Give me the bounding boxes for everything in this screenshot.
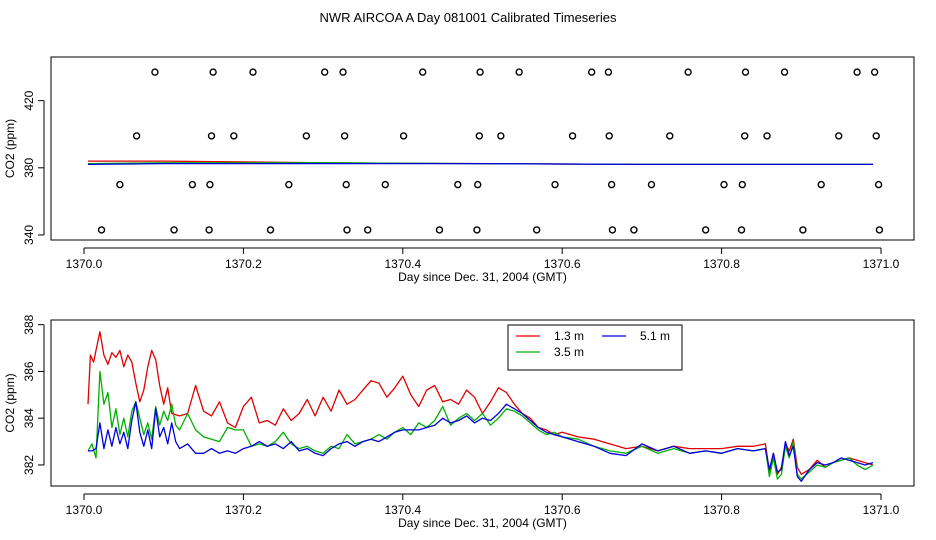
data-point — [381, 180, 389, 189]
data-point — [666, 132, 674, 140]
data-point — [170, 226, 178, 234]
y-tick-label: 386 — [22, 361, 36, 381]
x-tick-label: 1370.6 — [544, 257, 581, 271]
data-point — [266, 226, 275, 234]
data-point — [551, 180, 559, 189]
x-tick-label: 1370.2 — [225, 503, 262, 517]
data-point — [568, 132, 577, 140]
data-point — [741, 68, 750, 76]
x-tick-label: 1370.8 — [703, 503, 740, 517]
legend-label: 5.1 m — [640, 329, 670, 343]
data-point — [151, 68, 159, 76]
top-panel: 1370.0 1370.2 1370.4 1370.6 1370.8 1371.0 Day … — [3, 56, 915, 284]
data-point — [720, 180, 728, 189]
data-point — [230, 132, 238, 140]
legend-label: 3.5 m — [554, 345, 584, 359]
x-tick-label: 1370.6 — [544, 503, 581, 517]
data-point — [343, 226, 351, 234]
data-point — [97, 226, 106, 234]
y-tick-label: 388 — [22, 314, 36, 334]
y-tick-label: 382 — [22, 455, 36, 475]
data-point — [188, 180, 197, 189]
data-point — [419, 68, 427, 76]
series-line — [88, 401, 874, 482]
y-tick-label: 380 — [22, 157, 36, 177]
data-point — [608, 226, 617, 234]
data-point — [763, 132, 771, 140]
data-point — [497, 132, 505, 140]
data-point — [630, 226, 638, 234]
data-point — [835, 132, 843, 140]
data-point — [738, 180, 747, 189]
data-point — [209, 68, 217, 76]
data-point — [799, 226, 807, 234]
y-tick-label: 384 — [22, 408, 36, 428]
data-point — [206, 180, 214, 189]
data-point — [874, 180, 883, 189]
data-point — [587, 68, 596, 76]
data-point — [249, 68, 257, 76]
data-point — [364, 226, 372, 234]
data-point — [741, 132, 749, 140]
series-line — [87, 370, 874, 480]
data-point — [476, 68, 484, 76]
x-tick-label: 1370.4 — [384, 257, 421, 271]
data-point — [604, 68, 613, 76]
legend: 1.3 m 3.5 m 5.1 m — [507, 324, 683, 371]
data-point — [207, 132, 216, 140]
data-point — [132, 132, 141, 140]
data-point — [647, 180, 656, 189]
data-point — [870, 68, 879, 76]
data-point — [853, 68, 861, 76]
data-point — [399, 132, 408, 140]
x-tick-label: 1371.0 — [863, 257, 900, 271]
y-tick-label: 340 — [22, 225, 36, 245]
y-axis-label: CO2 (ppm) — [3, 119, 17, 178]
data-point — [454, 180, 462, 189]
data-point — [605, 132, 613, 140]
x-tick-label: 1370.0 — [66, 503, 103, 517]
data-point — [205, 226, 213, 234]
x-tick-label: 1370.2 — [225, 257, 262, 271]
data-point — [302, 132, 311, 140]
legend-box — [507, 324, 683, 371]
plot-frame — [50, 319, 915, 487]
data-point — [737, 226, 746, 234]
data-point — [872, 132, 880, 140]
data-point — [515, 68, 523, 76]
series-line — [87, 162, 873, 166]
x-tick-label: 1370.0 — [66, 257, 103, 271]
data-point — [342, 180, 350, 189]
data-point — [817, 180, 825, 189]
chart-title: NWR AIRCOA A Day 081001 Calibrated Times… — [320, 10, 617, 25]
x-tick-label: 1370.8 — [703, 257, 740, 271]
series-line — [87, 331, 874, 475]
data-point — [532, 226, 541, 234]
data-point — [320, 68, 329, 76]
data-point — [684, 68, 692, 76]
data-point — [875, 226, 884, 234]
data-point — [475, 132, 484, 140]
plot-frame — [50, 56, 915, 241]
data-point — [435, 226, 444, 234]
data-point — [116, 180, 124, 189]
x-tick-label: 1370.4 — [384, 503, 421, 517]
y-axis-label: CO2 (ppm) — [3, 373, 17, 432]
legend-label: 1.3 m — [554, 329, 584, 343]
data-point — [473, 226, 481, 234]
data-point — [474, 180, 482, 189]
data-point — [340, 132, 349, 140]
x-axis-label: Day since Dec. 31, 2004 (GMT) — [398, 516, 567, 530]
data-point — [339, 68, 347, 76]
data-point — [780, 68, 789, 76]
x-axis-label: Day since Dec. 31, 2004 (GMT) — [398, 270, 567, 284]
y-tick-label: 420 — [22, 90, 36, 110]
x-tick-label: 1371.0 — [863, 503, 900, 517]
data-point — [701, 226, 710, 234]
bottom-panel: 1370.0 1370.2 1370.4 1370.6 1370.8 1371.0 Day … — [3, 314, 915, 530]
data-point — [285, 180, 293, 189]
data-point — [607, 180, 616, 189]
